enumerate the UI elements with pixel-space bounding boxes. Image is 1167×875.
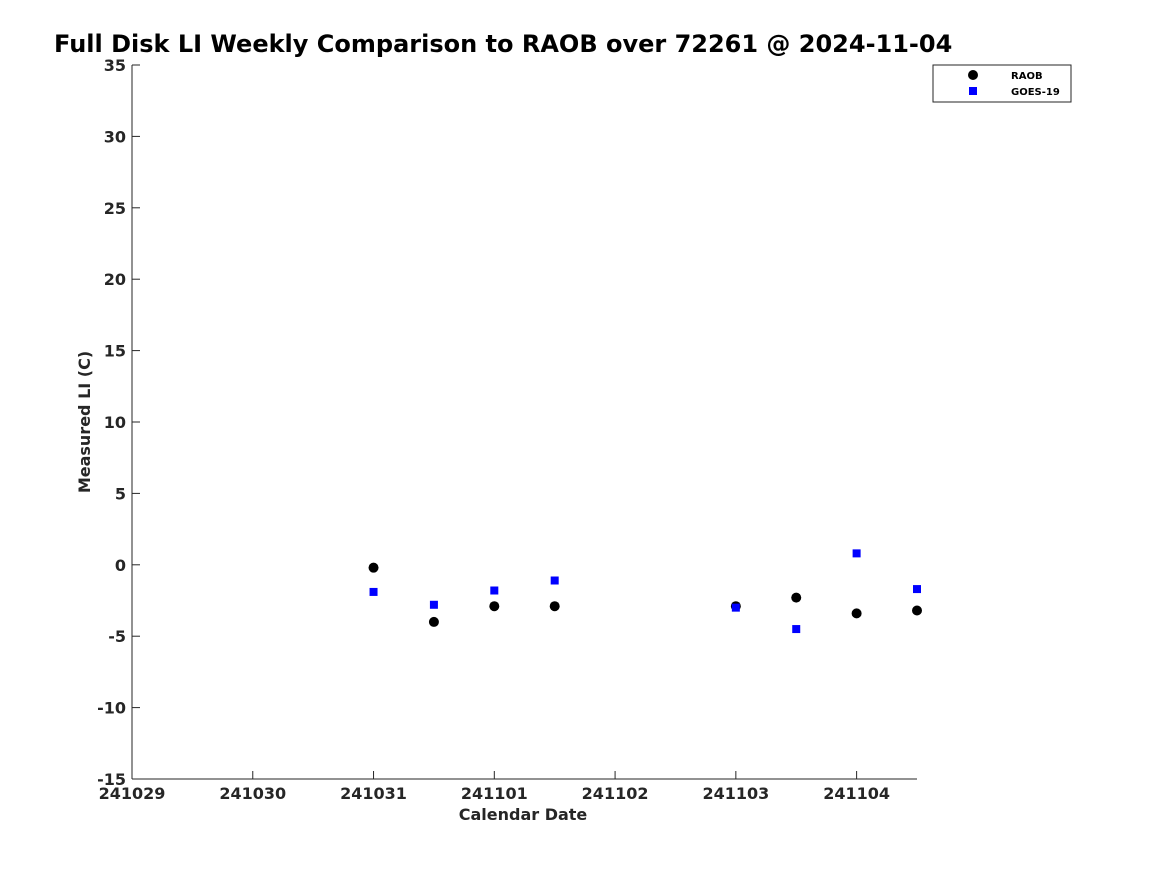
raob-point (368, 562, 379, 573)
goes-19-point (429, 600, 438, 609)
y-tick-label: 20 (104, 270, 126, 289)
legend-goes-19-marker (969, 87, 977, 95)
y-axis-label: Measured LI (C) (75, 351, 94, 493)
y-tick-label: 5 (115, 484, 126, 503)
x-axis-ticks: 241029 241030 241031 241101 241102 241103 2411… (99, 771, 890, 803)
raob-point (549, 601, 560, 612)
goes-19-point (550, 576, 559, 585)
raob-point (489, 601, 500, 612)
legend-label: GOES-19 (1011, 87, 1060, 98)
legend-raob-marker (968, 70, 978, 80)
goes-19-point (913, 585, 921, 594)
y-tick-label: 15 (104, 342, 126, 361)
y-axis-ticks: -15 -10 -5 0 5 10 15 20 25 30 35 (97, 56, 140, 789)
y-tick-label: 10 (104, 413, 126, 432)
raob-point (851, 608, 862, 619)
y-tick-label: 35 (104, 56, 126, 75)
x-tick-label: 241030 (219, 784, 286, 803)
plot-points (368, 549, 922, 634)
axes (131, 65, 917, 780)
y-tick-label: -5 (108, 627, 126, 646)
y-tick-label: 30 (104, 127, 126, 146)
goes-19-point (369, 587, 378, 596)
legend: RAOB GOES-19 (932, 64, 1072, 103)
x-axis-label: Calendar Date (459, 805, 588, 824)
raob-point (912, 605, 922, 616)
x-tick-label: 241101 (461, 784, 528, 803)
raob-point (428, 616, 439, 627)
x-tick-label: 241102 (582, 784, 649, 803)
y-tick-label: -10 (97, 699, 126, 718)
x-tick-label: 241103 (702, 784, 769, 803)
goes-19-point (792, 625, 801, 634)
y-tick-label: 25 (104, 199, 126, 218)
raob-point (791, 592, 802, 603)
x-tick-label: 241029 (99, 784, 166, 803)
legend-label: RAOB (1011, 71, 1043, 82)
y-tick-label: -15 (97, 770, 126, 789)
y-tick-label: 0 (115, 556, 126, 575)
goes-19-point (852, 549, 861, 558)
chart-title: Full Disk LI Weekly Comparison to RAOB o… (54, 30, 952, 58)
x-tick-label: 241104 (823, 784, 890, 803)
x-tick-label: 241031 (340, 784, 407, 803)
legend-box (932, 64, 1072, 103)
goes-19-point (490, 586, 499, 595)
goes-19-point (731, 603, 740, 612)
